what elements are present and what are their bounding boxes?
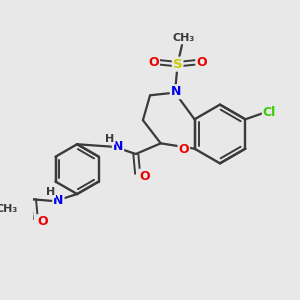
Text: O: O (196, 56, 207, 69)
Text: N: N (113, 140, 123, 153)
Text: H: H (105, 134, 115, 144)
Text: CH₃: CH₃ (173, 33, 195, 43)
Text: Cl: Cl (263, 106, 276, 119)
Text: O: O (178, 143, 189, 156)
Text: O: O (140, 170, 150, 183)
Text: O: O (148, 56, 159, 69)
Text: S: S (173, 58, 182, 71)
Text: H: H (46, 187, 55, 197)
Text: N: N (53, 194, 64, 207)
Text: N: N (171, 85, 181, 98)
Text: CH₃: CH₃ (0, 204, 18, 214)
Text: O: O (37, 215, 48, 228)
